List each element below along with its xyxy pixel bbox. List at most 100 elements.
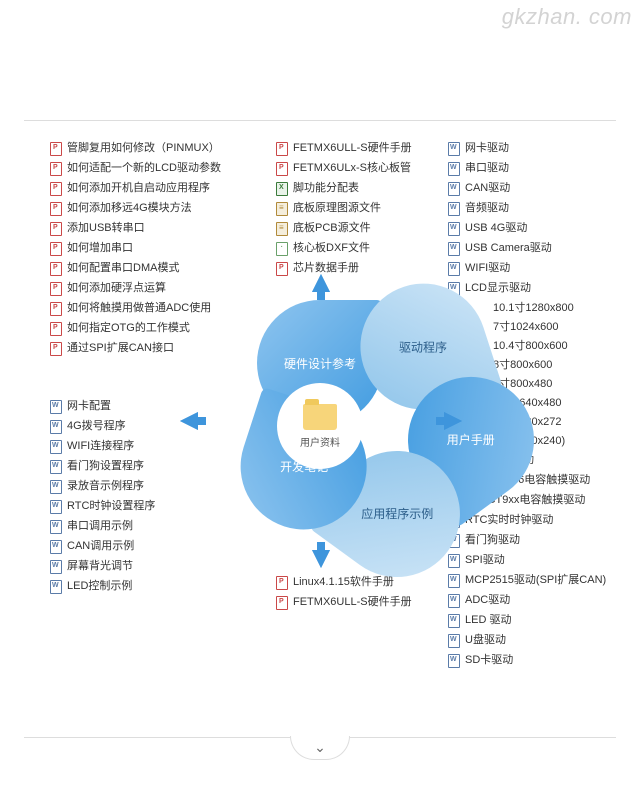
list-item: 看门狗设置程序 bbox=[50, 460, 155, 474]
list-item: 4G拨号程序 bbox=[50, 420, 155, 434]
arrow-right-icon bbox=[444, 412, 462, 430]
pdf-icon bbox=[50, 342, 62, 356]
list-item: MCP2515驱动(SPI扩展CAN) bbox=[448, 574, 606, 588]
list-item-label: CAN驱动 bbox=[465, 182, 510, 195]
doc-icon bbox=[448, 574, 460, 588]
doc-icon bbox=[50, 580, 62, 594]
list-item-label: USB 4G驱动 bbox=[465, 222, 527, 235]
arrow-up-icon bbox=[312, 274, 330, 292]
pdf-icon bbox=[276, 262, 288, 276]
list-item-label: 底板原理图源文件 bbox=[293, 202, 381, 215]
doc-icon bbox=[50, 420, 62, 434]
doc-icon bbox=[448, 202, 460, 216]
pdf-icon bbox=[276, 596, 288, 610]
pdf-icon bbox=[276, 162, 288, 176]
list-item: LCD显示驱动 bbox=[448, 282, 606, 296]
list-item: LED控制示例 bbox=[50, 580, 155, 594]
pdf-icon bbox=[276, 142, 288, 156]
doc-icon bbox=[448, 654, 460, 668]
list-item-label: 底板PCB源文件 bbox=[293, 222, 371, 235]
list-item-label: RTC时钟设置程序 bbox=[67, 500, 155, 513]
list-item-label: FETMX6ULx-S核心板管 bbox=[293, 162, 411, 175]
list-item: 录放音示例程序 bbox=[50, 480, 155, 494]
list-item-label: Linux4.1.15软件手册 bbox=[293, 576, 394, 589]
list-item-label: LCD显示驱动 bbox=[465, 282, 531, 295]
list-item: FETMX6ULx-S核心板管 bbox=[276, 162, 412, 176]
list-item: U盘驱动 bbox=[448, 634, 606, 648]
list-item-label: 串口调用示例 bbox=[67, 520, 133, 533]
doc-icon bbox=[448, 634, 460, 648]
list-item-label: 网卡驱动 bbox=[465, 142, 509, 155]
list-item-label: 添加USB转串口 bbox=[67, 222, 145, 235]
separator-top bbox=[24, 120, 616, 121]
list-item-label: FETMX6ULL-S硬件手册 bbox=[293, 142, 412, 155]
list-item: 如何添加开机自启动应用程序 bbox=[50, 182, 221, 196]
doc-icon bbox=[50, 540, 62, 554]
folder-icon bbox=[303, 404, 337, 430]
column-middle-manuals: Linux4.1.15软件手册 FETMX6ULL-S硬件手册 bbox=[276, 576, 412, 616]
list-item-label: 如何将触摸用做普通ADC使用 bbox=[67, 302, 211, 315]
list-item-label: 屏幕背光调节 bbox=[67, 560, 133, 573]
watermark-text: gkzhan. com bbox=[502, 4, 632, 30]
list-item-label: SD卡驱动 bbox=[465, 654, 513, 667]
list-item-label: 如何添加硬浮点运算 bbox=[67, 282, 166, 295]
list-item-label: 如何指定OTG的工作模式 bbox=[67, 322, 190, 335]
list-item-label: 如何配置串口DMA模式 bbox=[67, 262, 179, 275]
expand-toggle[interactable]: ⌄ bbox=[290, 736, 350, 760]
list-item: 如何适配一个新的LCD驱动参数 bbox=[50, 162, 221, 176]
pdf-icon bbox=[50, 222, 62, 236]
doc-icon bbox=[448, 554, 460, 568]
doc-icon bbox=[448, 182, 460, 196]
list-item-label: 录放音示例程序 bbox=[67, 480, 144, 493]
list-item-label: 管脚复用如何修改（PINMUX） bbox=[67, 142, 220, 155]
doc-icon bbox=[50, 440, 62, 454]
list-item: FETMX6ULL-S硬件手册 bbox=[276, 596, 412, 610]
list-item: CAN调用示例 bbox=[50, 540, 155, 554]
xls-icon bbox=[276, 182, 288, 196]
list-item-label: LED控制示例 bbox=[67, 580, 132, 593]
list-item: 底板原理图源文件 bbox=[276, 202, 412, 216]
list-item: 如何添加硬浮点运算 bbox=[50, 282, 221, 296]
zip-icon bbox=[276, 202, 288, 216]
list-item: SPI驱动 bbox=[448, 554, 606, 568]
list-item: 管脚复用如何修改（PINMUX） bbox=[50, 142, 221, 156]
doc-icon bbox=[448, 162, 460, 176]
pdf-icon bbox=[50, 262, 62, 276]
list-item-label: 网卡配置 bbox=[67, 400, 111, 413]
list-item: 音频驱动 bbox=[448, 202, 606, 216]
zip-icon bbox=[276, 222, 288, 236]
list-item-label: WIFI驱动 bbox=[465, 262, 510, 275]
list-item-label: CAN调用示例 bbox=[67, 540, 134, 553]
list-item: 核心板DXF文件 bbox=[276, 242, 412, 256]
pdf-icon bbox=[50, 282, 62, 296]
pdf-icon bbox=[50, 202, 62, 216]
column-left-examples: 网卡配置4G拨号程序WIFI连接程序看门狗设置程序录放音示例程序RTC时钟设置程… bbox=[50, 400, 155, 600]
hub-diagram: 硬件设计参考 驱动程序 用户手册 应用程序示例 开发笔记 用户资料 bbox=[194, 300, 446, 552]
column-middle-hwdocs: FETMX6ULL-S硬件手册 FETMX6ULx-S核心板管脚功能分配表底板原理… bbox=[276, 142, 412, 282]
list-item-label: 如何添加开机自启动应用程序 bbox=[67, 182, 210, 195]
list-item-label: MCP2515驱动(SPI扩展CAN) bbox=[465, 574, 606, 587]
list-item-label: 看门狗设置程序 bbox=[67, 460, 144, 473]
list-item-label: 10.1寸1280x800 bbox=[493, 302, 574, 315]
list-item: LED 驱动 bbox=[448, 614, 606, 628]
list-item-label: 如何增加串口 bbox=[67, 242, 133, 255]
list-item: WIFI驱动 bbox=[448, 262, 606, 276]
doc-icon bbox=[50, 480, 62, 494]
list-item-label: 核心板DXF文件 bbox=[293, 242, 370, 255]
list-item: 7寸1024x600 bbox=[476, 321, 606, 335]
list-item: 屏幕背光调节 bbox=[50, 560, 155, 574]
pdf-icon bbox=[276, 576, 288, 590]
list-item-label: 音频驱动 bbox=[465, 202, 509, 215]
doc-icon bbox=[448, 594, 460, 608]
list-item-label: RTC实时时钟驱动 bbox=[465, 514, 553, 527]
doc-icon bbox=[50, 400, 62, 414]
list-item: 芯片数据手册 bbox=[276, 262, 412, 276]
list-item-label: 脚功能分配表 bbox=[293, 182, 359, 195]
list-item-label: 4G拨号程序 bbox=[67, 420, 126, 433]
list-item: Linux4.1.15软件手册 bbox=[276, 576, 412, 590]
list-item: 如何配置串口DMA模式 bbox=[50, 262, 221, 276]
list-item-label: 通过SPI扩展CAN接口 bbox=[67, 342, 174, 355]
list-item-label: FETMX6ULL-S硬件手册 bbox=[293, 596, 412, 609]
list-item: 10.1寸1280x800 bbox=[476, 302, 606, 316]
pdf-icon bbox=[50, 182, 62, 196]
